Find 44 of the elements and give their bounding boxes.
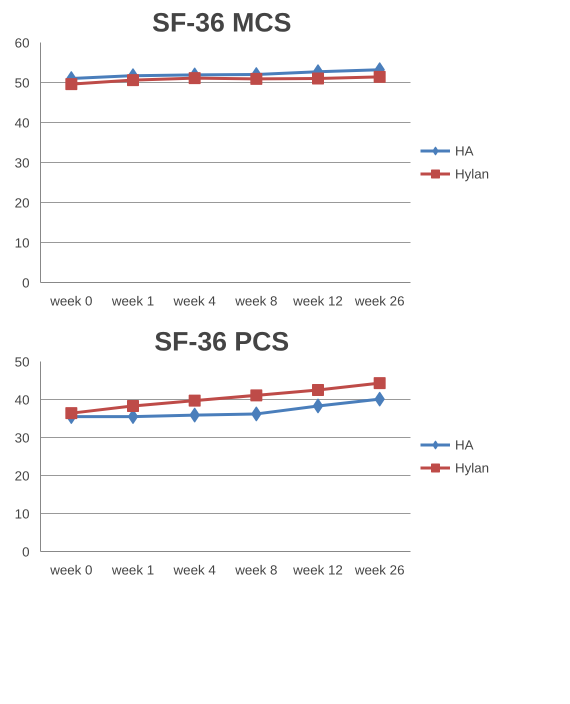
y-tick-label: 50 [14, 354, 30, 370]
y-tick-label: 30 [14, 156, 30, 170]
legend-label: Hylan [455, 460, 490, 475]
point [188, 394, 201, 407]
point [374, 377, 386, 390]
point [312, 384, 324, 396]
y-tick-label: 20 [14, 196, 30, 210]
x-tick-label: week 26 [354, 294, 404, 308]
x-tick-label: week 4 [172, 294, 216, 308]
x-tick-label: week 8 [234, 562, 278, 578]
y-tick-label: 40 [14, 392, 30, 408]
legend-label: Hylan [455, 166, 490, 181]
chart-title: SF-36 PCS [154, 326, 290, 356]
x-tick-label: week 1 [110, 562, 154, 578]
legend-label: HA [455, 437, 475, 452]
x-tick-label: week 26 [354, 562, 404, 578]
point [250, 72, 262, 85]
point [312, 398, 324, 414]
legend-label: HA [455, 143, 475, 158]
point [65, 407, 78, 420]
point [312, 72, 324, 84]
y-tick-label: 10 [14, 236, 30, 250]
x-tick-label: week 12 [292, 562, 343, 578]
x-tick-label: week 0 [49, 294, 92, 308]
point [65, 78, 78, 90]
point [127, 400, 139, 412]
x-tick-label: week 0 [49, 562, 92, 578]
point [374, 70, 386, 83]
point [188, 72, 201, 84]
y-tick-label: 40 [14, 116, 30, 130]
x-tick-label: week 12 [292, 294, 343, 308]
x-tick-label: week 8 [234, 294, 278, 308]
y-tick-label: 10 [14, 506, 30, 522]
y-tick-label: 30 [14, 430, 30, 446]
y-tick-label: 50 [14, 76, 30, 90]
point [250, 389, 262, 402]
x-tick-label: week 4 [172, 562, 216, 578]
y-tick-label: 60 [14, 36, 30, 50]
y-tick-label: 0 [22, 544, 30, 560]
chart-title: SF-36 MCS [152, 8, 292, 38]
y-tick-label: 0 [22, 276, 30, 290]
y-tick-label: 20 [14, 468, 30, 484]
x-tick-label: week 1 [110, 294, 154, 308]
point [127, 74, 139, 86]
